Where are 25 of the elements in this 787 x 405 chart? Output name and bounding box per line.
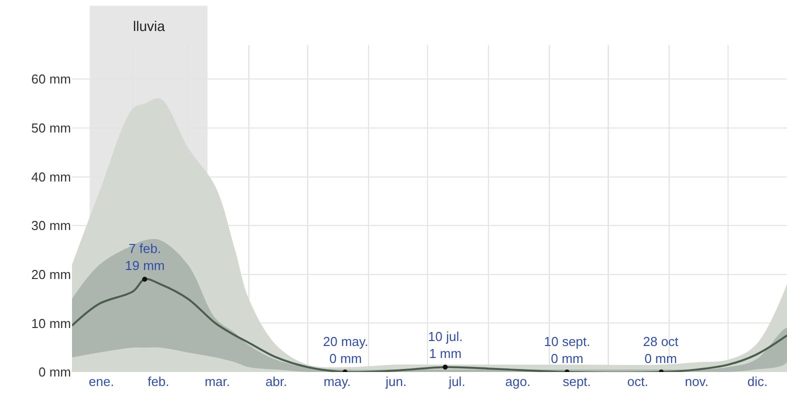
- y-tick-label: 20 mm: [31, 266, 71, 282]
- annotation: 7 feb. 19 mm: [125, 241, 165, 273]
- y-tick-label: 40 mm: [31, 169, 71, 184]
- y-tick-label: 60 mm: [31, 72, 71, 87]
- x-tick-label: oct.: [627, 374, 648, 389]
- x-tick-label: dic.: [747, 374, 768, 389]
- annotation: 28 oct 0 mm: [643, 334, 679, 366]
- x-tick-label: jul.: [448, 374, 466, 389]
- x-tick-label: sept.: [562, 374, 591, 389]
- x-tick-label: ago.: [505, 374, 531, 389]
- annotation: 10 sept. 0 mm: [544, 334, 590, 366]
- x-tick-label: may.: [324, 374, 351, 389]
- x-tick-label: jun.: [384, 374, 407, 389]
- x-tick-label: abr.: [265, 374, 288, 389]
- x-tick-label: nov.: [684, 374, 708, 389]
- x-tick-label: ene.: [88, 374, 114, 389]
- x-tick-label: feb.: [148, 374, 170, 389]
- y-tick-label: 10 mm: [31, 316, 71, 331]
- y-tick-label: 30 mm: [31, 218, 71, 234]
- x-tick-label: mar.: [204, 374, 230, 389]
- y-tick-label: 50 mm: [31, 120, 71, 136]
- annotation: 20 may. 0 mm: [323, 334, 368, 366]
- y-tick-label: 0 mm: [38, 364, 71, 380]
- annotation: 10 jul. 1 mm: [428, 329, 463, 361]
- band-label: lluvia: [133, 18, 166, 34]
